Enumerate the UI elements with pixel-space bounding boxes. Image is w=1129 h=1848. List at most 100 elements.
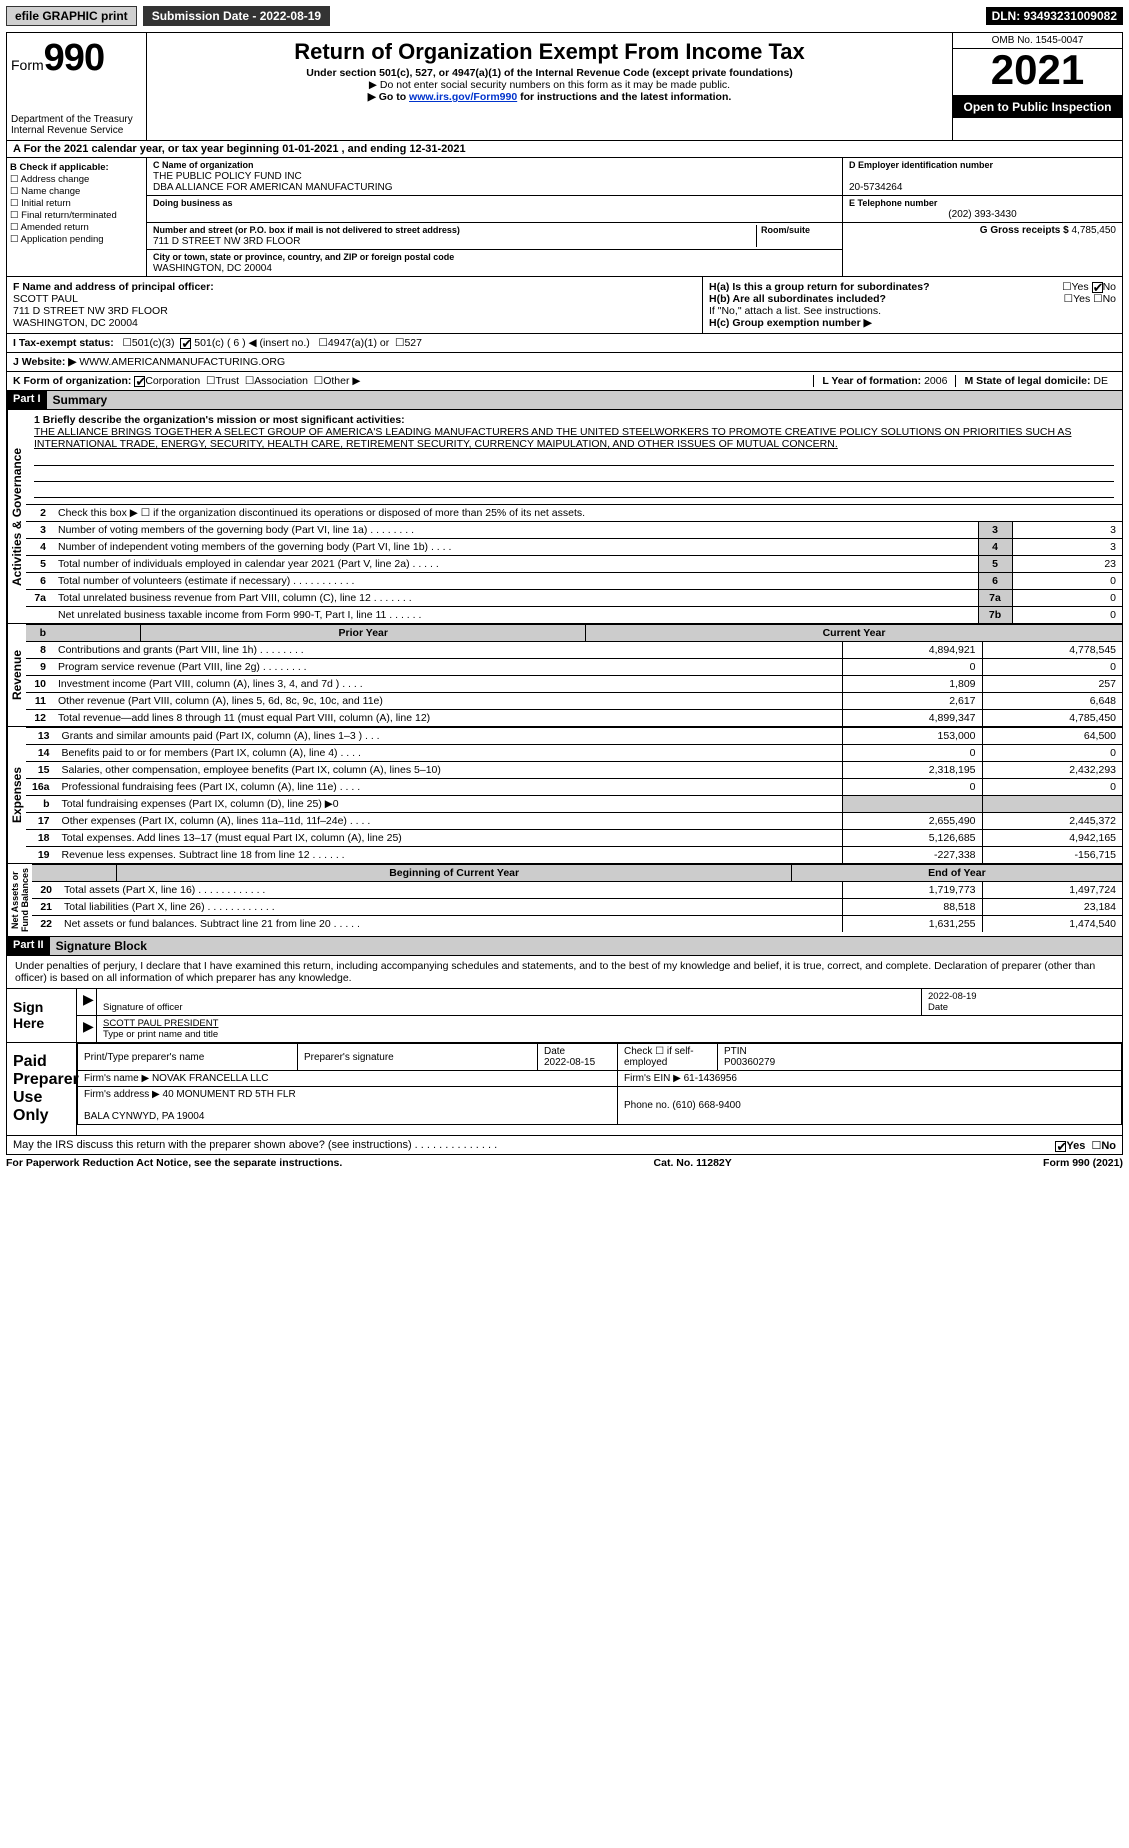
ptin-value: P00360279 <box>724 1057 775 1068</box>
vlabel-exp: Expenses <box>7 727 26 863</box>
status-501c: 501(c) ( 6 ) ◀ (insert no.) <box>194 337 309 349</box>
h-ptin: PTIN <box>724 1046 747 1057</box>
city-label: City or town, state or province, country… <box>153 252 454 262</box>
m-label: M State of legal domicile: <box>964 375 1090 387</box>
open-inspection: Open to Public Inspection <box>953 96 1122 118</box>
k-label: K Form of organization: <box>13 375 131 387</box>
net-block: Net Assets or Fund Balances Beginning of… <box>6 864 1123 937</box>
korg-row: K Form of organization: Corporation ☐ Tr… <box>6 372 1123 391</box>
firm-phone-label: Phone no. <box>624 1100 670 1111</box>
rev-block: Revenue b Prior Year Current Year 8Contr… <box>6 624 1123 727</box>
hdr-eoy: End of Year <box>791 865 1122 882</box>
b-heading: B Check if applicable: <box>10 162 109 173</box>
arrow-icon: ▶ <box>83 1018 94 1034</box>
h-check: Check ☐ if self-employed <box>618 1044 718 1071</box>
opt-address: ☐ Address change <box>10 174 143 185</box>
city-state-zip: WASHINGTON, DC 20004 <box>153 263 272 274</box>
mission-text: THE ALLIANCE BRINGS TOGETHER A SELECT GR… <box>34 426 1071 450</box>
i-label: I Tax-exempt status: <box>13 337 114 349</box>
form-title: Return of Organization Exempt From Incom… <box>151 39 948 65</box>
h-name: Print/Type preparer's name <box>78 1044 298 1071</box>
part2-header: Part II Signature Block <box>6 937 1123 956</box>
part2-title: Signature Block <box>50 937 1122 955</box>
website-value: WWW.AMERICANMANUFACTURING.ORG <box>79 356 285 368</box>
firm-ein-label: Firm's EIN ▶ <box>624 1073 681 1084</box>
l-label: L Year of formation: <box>822 375 921 387</box>
p-date: 2022-08-15 <box>544 1057 595 1068</box>
note2-suffix: for instructions and the latest informat… <box>517 91 731 103</box>
status-501c-checkbox[interactable] <box>180 338 191 349</box>
m-value: DE <box>1093 375 1108 387</box>
org-name: THE PUBLIC POLICY FUND INC DBA ALLIANCE … <box>153 171 393 193</box>
firm-phone: (610) 668-9400 <box>672 1100 740 1111</box>
vlabel-net: Net Assets or Fund Balances <box>7 864 32 936</box>
part1-header: Part I Summary <box>6 391 1123 410</box>
hb-label: H(b) Are all subordinates included? <box>709 293 886 305</box>
form-number: 990 <box>44 37 104 79</box>
yes-label: Yes <box>1072 281 1089 293</box>
status-4947: 4947(a)(1) or <box>328 337 389 349</box>
discuss-text: May the IRS discuss this return with the… <box>13 1139 497 1151</box>
part1-title: Summary <box>47 391 1122 409</box>
line-a: A For the 2021 calendar year, or tax yea… <box>6 141 1123 158</box>
ha-no-checkbox[interactable] <box>1092 282 1103 293</box>
signature-block: Under penalties of perjury, I declare th… <box>6 956 1123 1155</box>
form-header: Form990 Department of the Treasury Inter… <box>6 32 1123 141</box>
status-527: 527 <box>404 337 422 349</box>
dba-label: Doing business as <box>153 198 233 208</box>
paid-preparer-label: Paid Preparer Use Only <box>7 1043 77 1135</box>
vlabel-gov: Activities & Governance <box>7 410 26 623</box>
sig-officer-label: Signature of officer <box>103 1002 183 1013</box>
dept-label: Department of the Treasury Internal Reve… <box>11 114 142 136</box>
firm-name: NOVAK FRANCELLA LLC <box>152 1073 269 1084</box>
c-label: C Name of organization <box>153 160 254 170</box>
addr-label: Number and street (or P.O. box if mail i… <box>153 225 460 235</box>
opt-amended: ☐ Amended return <box>10 222 143 233</box>
name-label: Type or print name and title <box>103 1029 218 1040</box>
penalty-text: Under penalties of perjury, I declare th… <box>7 956 1122 988</box>
part2-label: Part II <box>7 937 50 955</box>
note2-prefix: ▶ Go to <box>368 91 409 103</box>
k-corp-checkbox[interactable] <box>134 376 145 387</box>
part1-label: Part I <box>7 391 47 409</box>
exp-block: Expenses 13Grants and similar amounts pa… <box>6 727 1123 864</box>
g-label: G Gross receipts $ <box>980 225 1069 236</box>
h-sig: Preparer's signature <box>298 1044 538 1071</box>
firm-addr-label: Firm's address ▶ <box>84 1089 160 1100</box>
q2-text: Check this box ▶ ☐ if the organization d… <box>52 505 1122 522</box>
d-label: D Employer identification number <box>849 160 993 170</box>
dln-label: DLN: 93493231009082 <box>986 7 1123 25</box>
firm-name-label: Firm's name ▶ <box>84 1073 149 1084</box>
irs-link[interactable]: www.irs.gov/Form990 <box>409 91 517 103</box>
form-note1: ▶ Do not enter social security numbers o… <box>151 79 948 91</box>
hdr-py: Prior Year <box>141 625 586 642</box>
phone-value: (202) 393-3430 <box>849 209 1116 220</box>
efile-label: efile GRAPHIC print <box>6 6 137 26</box>
discuss-yes-checkbox[interactable] <box>1055 1141 1066 1152</box>
section-f: F Name and address of principal officer:… <box>6 277 1123 334</box>
opt-name: ☐ Name change <box>10 186 143 197</box>
sign-here-label: Sign Here <box>7 989 77 1042</box>
form-label: Form <box>11 57 44 73</box>
hdr-boy: Beginning of Current Year <box>117 865 791 882</box>
opt-final: ☐ Final return/terminated <box>10 210 143 221</box>
section-b: B Check if applicable: ☐ Address change … <box>6 158 1123 277</box>
hc-label: H(c) Group exemption number ▶ <box>709 317 872 329</box>
l-value: 2006 <box>924 375 947 387</box>
room-label: Room/suite <box>761 225 810 235</box>
q1-label: 1 Briefly describe the organization's mi… <box>34 414 405 426</box>
f-label: F Name and address of principal officer: <box>13 281 214 293</box>
firm-ein: 61-1436956 <box>684 1073 737 1084</box>
footer-left: For Paperwork Reduction Act Notice, see … <box>6 1157 342 1169</box>
page-footer: For Paperwork Reduction Act Notice, see … <box>6 1155 1123 1171</box>
submission-date: Submission Date - 2022-08-19 <box>143 6 330 26</box>
no-label: No <box>1103 281 1116 293</box>
street-address: 711 D STREET NW 3RD FLOOR <box>153 236 300 247</box>
opt-pending: ☐ Application pending <box>10 234 143 245</box>
hb-note: If "No," attach a list. See instructions… <box>709 305 1116 317</box>
date-label: Date <box>928 1002 948 1013</box>
arrow-icon: ▶ <box>83 991 94 1007</box>
gov-block: Activities & Governance 1 Briefly descri… <box>6 410 1123 624</box>
footer-right: Form 990 (2021) <box>1043 1157 1123 1169</box>
opt-initial: ☐ Initial return <box>10 198 143 209</box>
